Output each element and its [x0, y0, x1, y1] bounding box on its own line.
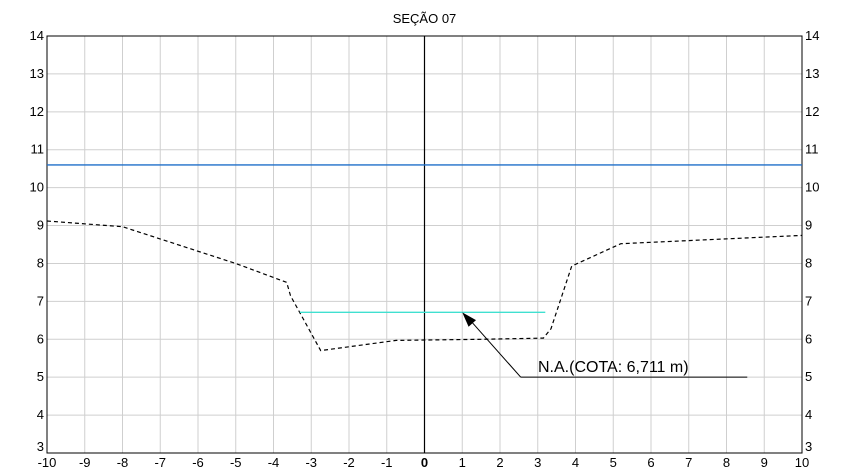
x-tick-label: 8: [723, 455, 730, 470]
x-tick-label: -7: [154, 455, 166, 470]
x-tick-label: 4: [572, 455, 579, 470]
y-tick-label-right: 7: [805, 293, 812, 308]
x-tick-label: 1: [459, 455, 466, 470]
y-tick-label-left: 9: [37, 218, 44, 233]
y-tick-label-left: 7: [37, 293, 44, 308]
y-tick-label-right: 14: [805, 28, 819, 43]
y-tick-label-right: 12: [805, 104, 819, 119]
x-tick-label: 7: [685, 455, 692, 470]
series-layer: [46, 36, 803, 453]
y-tick-label-right: 8: [805, 255, 812, 270]
y-tick-label-left: 11: [31, 142, 45, 157]
y-tick-label-left: 14: [30, 28, 44, 43]
y-tick-label-right: 9: [805, 218, 812, 233]
tick-labels: -10 -9 -8 -7 -6 -5 -4 -3 -2 -1 0 1 2 3 4 5 6 7 8 9 103 34 45 56…: [30, 28, 820, 470]
x-tick-label: -8: [117, 455, 129, 470]
terrain-profile-line: [46, 220, 803, 352]
x-tick-label: 0: [421, 455, 428, 470]
y-tick-label-right: 4: [805, 407, 812, 422]
y-tick-label-left: 13: [30, 66, 44, 81]
y-tick-label-left: 10: [30, 180, 44, 195]
y-tick-label-left: 3: [37, 439, 44, 454]
y-tick-label-left: 4: [37, 407, 44, 422]
y-tick-label-left: 6: [37, 331, 44, 346]
chart-title: SEÇÃO 07: [393, 11, 457, 26]
x-tick-label: 2: [496, 455, 503, 470]
y-tick-label-left: 8: [37, 255, 44, 270]
x-tick-label: -1: [381, 455, 393, 470]
y-tick-label-right: 10: [805, 180, 819, 195]
x-tick-label: 5: [610, 455, 617, 470]
annotation-text: N.A.(COTA: 6,711 m): [538, 359, 689, 376]
y-tick-label-right: 6: [805, 331, 812, 346]
x-tick-label: -2: [343, 455, 355, 470]
y-tick-label-right: 3: [805, 439, 812, 454]
annotation-arrow-line: [469, 319, 522, 378]
annotation-arrowhead: [462, 312, 477, 327]
x-tick-label: 3: [534, 455, 541, 470]
annotation: N.A.(COTA: 6,711 m): [462, 312, 748, 378]
y-tick-label-right: 5: [805, 369, 812, 384]
x-tick-label: -4: [268, 455, 280, 470]
x-tick-label: -3: [305, 455, 317, 470]
x-tick-label: 9: [761, 455, 768, 470]
x-tick-label: 10: [795, 455, 809, 470]
y-tick-label-right: 13: [805, 66, 819, 81]
x-tick-label: 6: [647, 455, 654, 470]
x-tick-label: -5: [230, 455, 242, 470]
x-tick-label: -10: [38, 455, 57, 470]
x-tick-label: -9: [79, 455, 91, 470]
y-tick-label-right: 11: [805, 142, 819, 157]
y-tick-label-left: 5: [37, 369, 44, 384]
y-tick-label-left: 12: [30, 104, 44, 119]
x-tick-label: -6: [192, 455, 204, 470]
